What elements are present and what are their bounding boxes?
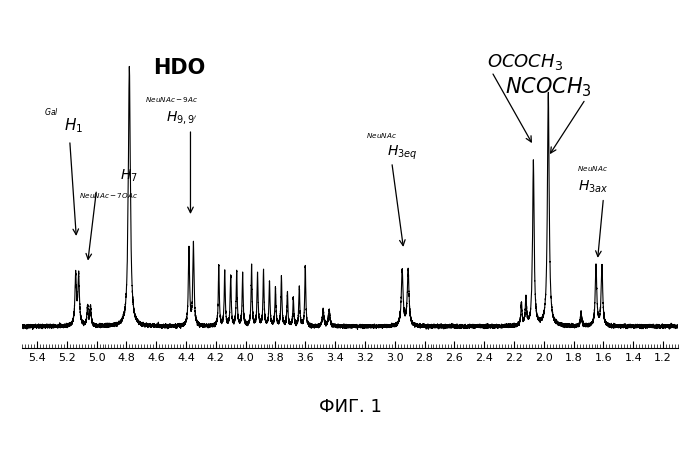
Text: $H_{3ax}$: $H_{3ax}$: [578, 179, 608, 195]
Text: $H_7$: $H_7$: [120, 168, 139, 184]
Text: $H_{3eq}$: $H_{3eq}$: [387, 144, 418, 162]
Text: $^{NeuNAc}$: $^{NeuNAc}$: [577, 166, 608, 176]
Text: $H_1$: $H_1$: [64, 116, 83, 135]
Text: $OCOCH_3$: $OCOCH_3$: [487, 52, 563, 72]
Text: $^{Gal}$: $^{Gal}$: [44, 108, 60, 118]
Text: HDO: HDO: [153, 58, 205, 78]
Text: $H_{9,9'}$: $H_{9,9'}$: [167, 109, 198, 127]
Text: ФИГ. 1: ФИГ. 1: [318, 398, 382, 416]
Text: $^{NeuNAc-9Ac}$: $^{NeuNAc-9Ac}$: [144, 97, 198, 107]
Text: $^{NeuNAc}$: $^{NeuNAc}$: [366, 133, 398, 143]
Text: $^{NeuNAc-7OAc}$: $^{NeuNAc-7OAc}$: [79, 193, 139, 203]
Text: $NCOCH_3$: $NCOCH_3$: [505, 75, 592, 99]
